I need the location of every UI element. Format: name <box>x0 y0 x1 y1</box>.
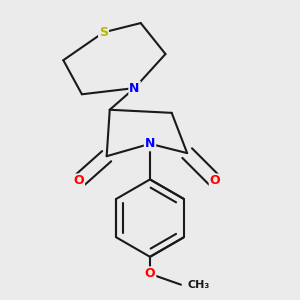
Text: O: O <box>210 175 220 188</box>
Text: O: O <box>145 267 155 280</box>
Text: N: N <box>129 82 140 94</box>
Text: O: O <box>74 175 84 188</box>
Text: S: S <box>99 26 108 39</box>
Text: N: N <box>145 137 155 150</box>
Text: CH₃: CH₃ <box>187 280 209 290</box>
